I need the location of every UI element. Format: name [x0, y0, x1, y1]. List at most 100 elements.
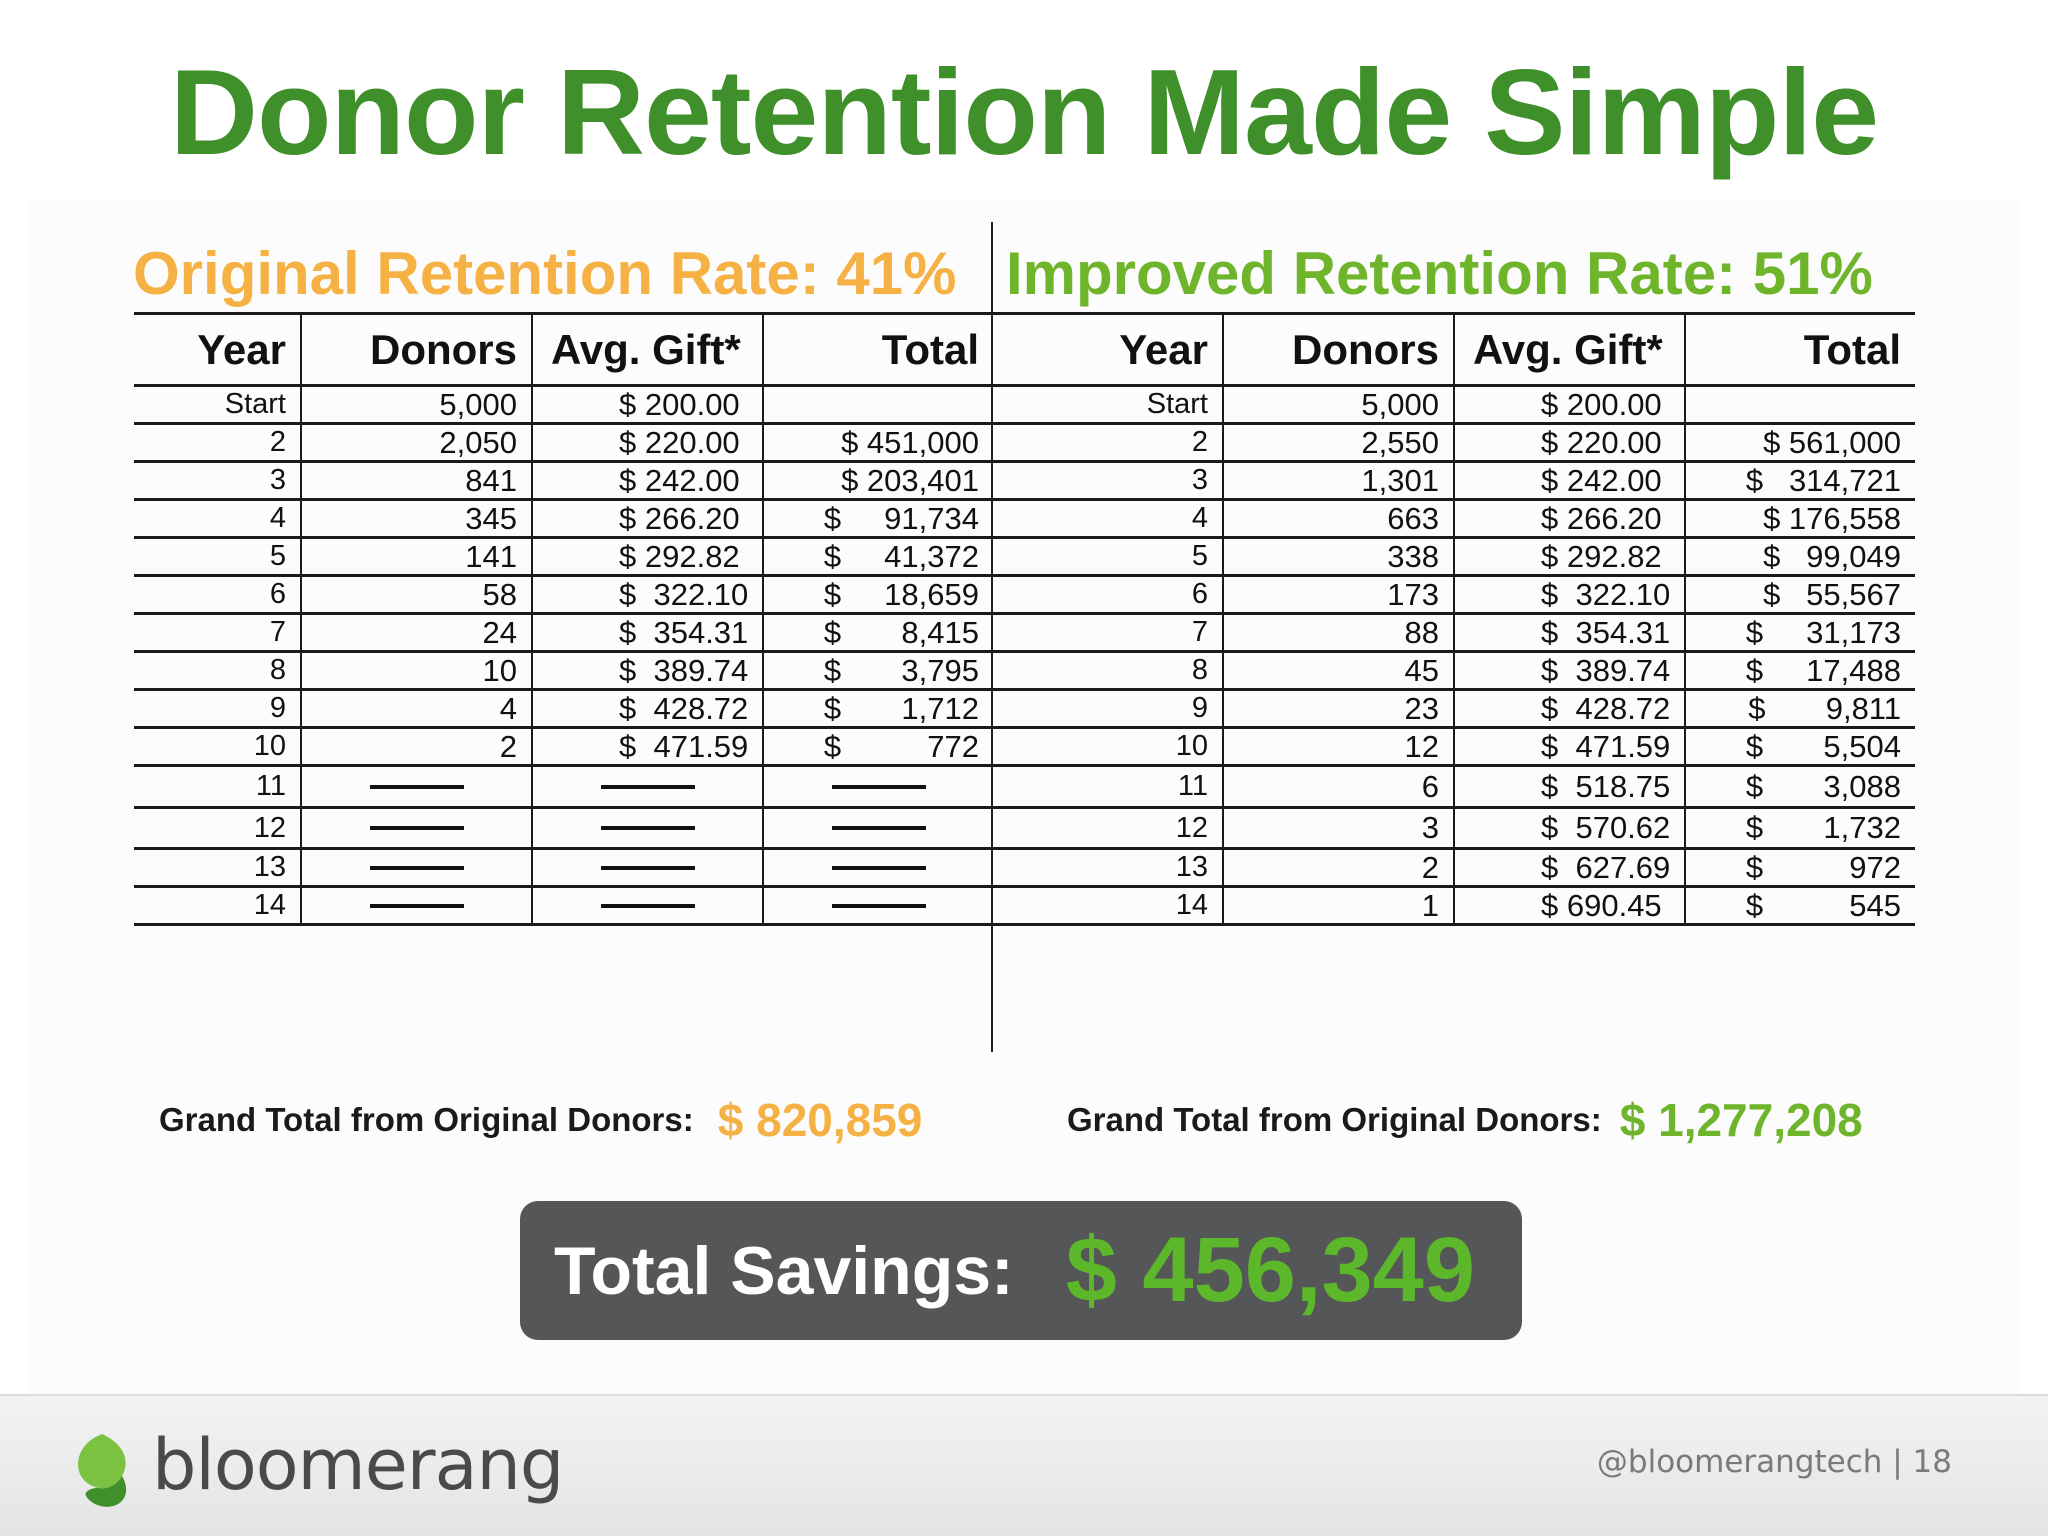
- table-row: 4 345 $ 266.20 $ 91,734: [134, 501, 993, 539]
- dash-mark: —: [600, 903, 695, 908]
- cell-year: 9: [1191, 692, 1208, 724]
- table-row: 13 — — —: [134, 850, 993, 888]
- table-row: 2 2,550 $ 220.00 $ 561,000: [992, 425, 1915, 463]
- cell-total: [762, 387, 993, 422]
- cell-year: 10: [253, 730, 286, 762]
- table-row: 12 3 $ 570.62 $ 1,732: [992, 809, 1915, 850]
- cell-donors: 2,550: [1222, 425, 1453, 460]
- column-header-donors: Donors: [1222, 315, 1453, 384]
- grand-total-label: Grand Total from Original Donors:: [159, 1101, 694, 1138]
- grand-total-label: Grand Total from Original Donors:: [1067, 1101, 1602, 1138]
- cell-total: $ 17,488: [1684, 653, 1915, 688]
- cell-donors: 58: [300, 577, 531, 612]
- cell-donors: 10: [300, 653, 531, 688]
- cell-total: $ 55,567: [1684, 577, 1915, 612]
- cell-gift: $ 389.74: [531, 653, 762, 688]
- cell-year: Start: [1146, 388, 1208, 420]
- cell-total: $ 18,659: [762, 577, 993, 612]
- cell-donors: 1: [1222, 888, 1453, 923]
- cell-gift: $ 220.00: [1453, 425, 1684, 460]
- table-row: 2 2,050 $ 220.00 $ 451,000: [134, 425, 993, 463]
- table-row: 12 — — —: [134, 809, 993, 850]
- cell-donors: 173: [1222, 577, 1453, 612]
- total-savings-value: $ 456,349: [1065, 1219, 1475, 1321]
- cell-total: $ 561,000: [1684, 425, 1915, 460]
- dash-mark: —: [600, 826, 695, 830]
- cell-year: 9: [269, 692, 286, 724]
- table-row: 13 2 $ 627.69 $ 972: [992, 850, 1915, 888]
- cell-donors: 3: [1222, 809, 1453, 847]
- cell-gift: $ 428.72: [531, 691, 762, 726]
- empty-dash: —: [762, 767, 993, 806]
- cell-total: $ 3,795: [762, 653, 993, 688]
- cell-total: $ 9,811: [1684, 691, 1915, 726]
- table-row: 3 841 $ 242.00 $ 203,401: [134, 463, 993, 501]
- table-row: 14 — — —: [134, 888, 993, 926]
- table-row: 6 58 $ 322.10 $ 18,659: [134, 577, 993, 615]
- cell-year: 13: [1175, 851, 1208, 883]
- cell-total: $ 8,415: [762, 615, 993, 650]
- cell-year: 10: [1175, 730, 1208, 762]
- cell-donors: 5,000: [1222, 387, 1453, 422]
- cell-gift: $ 354.31: [531, 615, 762, 650]
- cell-year: 11: [255, 770, 286, 802]
- table-row: 4 663 $ 266.20 $ 176,558: [992, 501, 1915, 539]
- cell-gift: $ 200.00: [1453, 387, 1684, 422]
- grand-total-value: $ 820,859: [717, 1094, 923, 1146]
- cell-total: $ 451,000: [762, 425, 993, 460]
- brand-logo-text: bloomerang: [152, 1424, 564, 1506]
- table-header-row: Year Donors Avg. Gift* Total: [992, 312, 1915, 387]
- cell-donors: 12: [1222, 729, 1453, 764]
- cell-gift: $ 428.72: [1453, 691, 1684, 726]
- cell-year: 12: [1175, 811, 1208, 844]
- cell-year: 5: [1191, 540, 1208, 572]
- cell-gift: $ 292.82: [531, 539, 762, 574]
- empty-dash: —: [300, 809, 531, 847]
- improved-retention-heading: Improved Retention Rate: 51%: [1006, 240, 1873, 307]
- cell-donors: 841: [300, 463, 531, 498]
- cell-donors: 23: [1222, 691, 1453, 726]
- table-row: 5 141 $ 292.82 $ 41,372: [134, 539, 993, 577]
- cell-year: 2: [1191, 426, 1208, 458]
- cell-year: Start: [224, 388, 286, 420]
- cell-total: $ 545: [1684, 888, 1915, 923]
- cell-total: $ 972: [1684, 850, 1915, 885]
- cell-donors: 1,301: [1222, 463, 1453, 498]
- table-row: 7 24 $ 354.31 $ 8,415: [134, 615, 993, 653]
- cell-year: 12: [253, 811, 286, 844]
- original-retention-heading: Original Retention Rate: 41%: [133, 240, 957, 307]
- cell-total: $ 203,401: [762, 463, 993, 498]
- cell-year: 13: [253, 851, 286, 883]
- cell-gift: $ 627.69: [1453, 850, 1684, 885]
- cell-total: $ 41,372: [762, 539, 993, 574]
- dash-mark: —: [600, 784, 695, 789]
- cell-gift: $ 570.62: [1453, 809, 1684, 847]
- dash-mark: —: [831, 865, 926, 870]
- table-area: [26, 200, 2020, 1400]
- cell-total: $ 1,732: [1684, 809, 1915, 847]
- cell-gift: $ 471.59: [531, 729, 762, 764]
- table-row: 8 45 $ 389.74 $ 17,488: [992, 653, 1915, 691]
- cell-gift: $ 200.00: [531, 387, 762, 422]
- cell-total: [1684, 387, 1915, 422]
- table-row: 8 10 $ 389.74 $ 3,795: [134, 653, 993, 691]
- cell-donors: 141: [300, 539, 531, 574]
- table-row: 10 2 $ 471.59 $ 772: [134, 729, 993, 767]
- cell-total: $ 3,088: [1684, 767, 1915, 806]
- cell-year: 7: [1191, 616, 1208, 648]
- cell-total: $ 91,734: [762, 501, 993, 536]
- cell-gift: $ 242.00: [1453, 463, 1684, 498]
- column-header-total: Total: [1684, 315, 1915, 384]
- cell-donors: 345: [300, 501, 531, 536]
- cell-year: 14: [1175, 889, 1208, 921]
- cell-year: 3: [269, 464, 286, 496]
- total-savings-label: Total Savings:: [554, 1232, 1014, 1309]
- grand-total-value: $ 1,277,208: [1619, 1094, 1863, 1146]
- cell-donors: 6: [1222, 767, 1453, 806]
- empty-dash: —: [762, 809, 993, 847]
- cell-gift: $ 354.31: [1453, 615, 1684, 650]
- empty-dash: —: [531, 850, 762, 885]
- cell-total: $ 5,504: [1684, 729, 1915, 764]
- column-header-year: Year: [197, 325, 286, 373]
- cell-donors: 663: [1222, 501, 1453, 536]
